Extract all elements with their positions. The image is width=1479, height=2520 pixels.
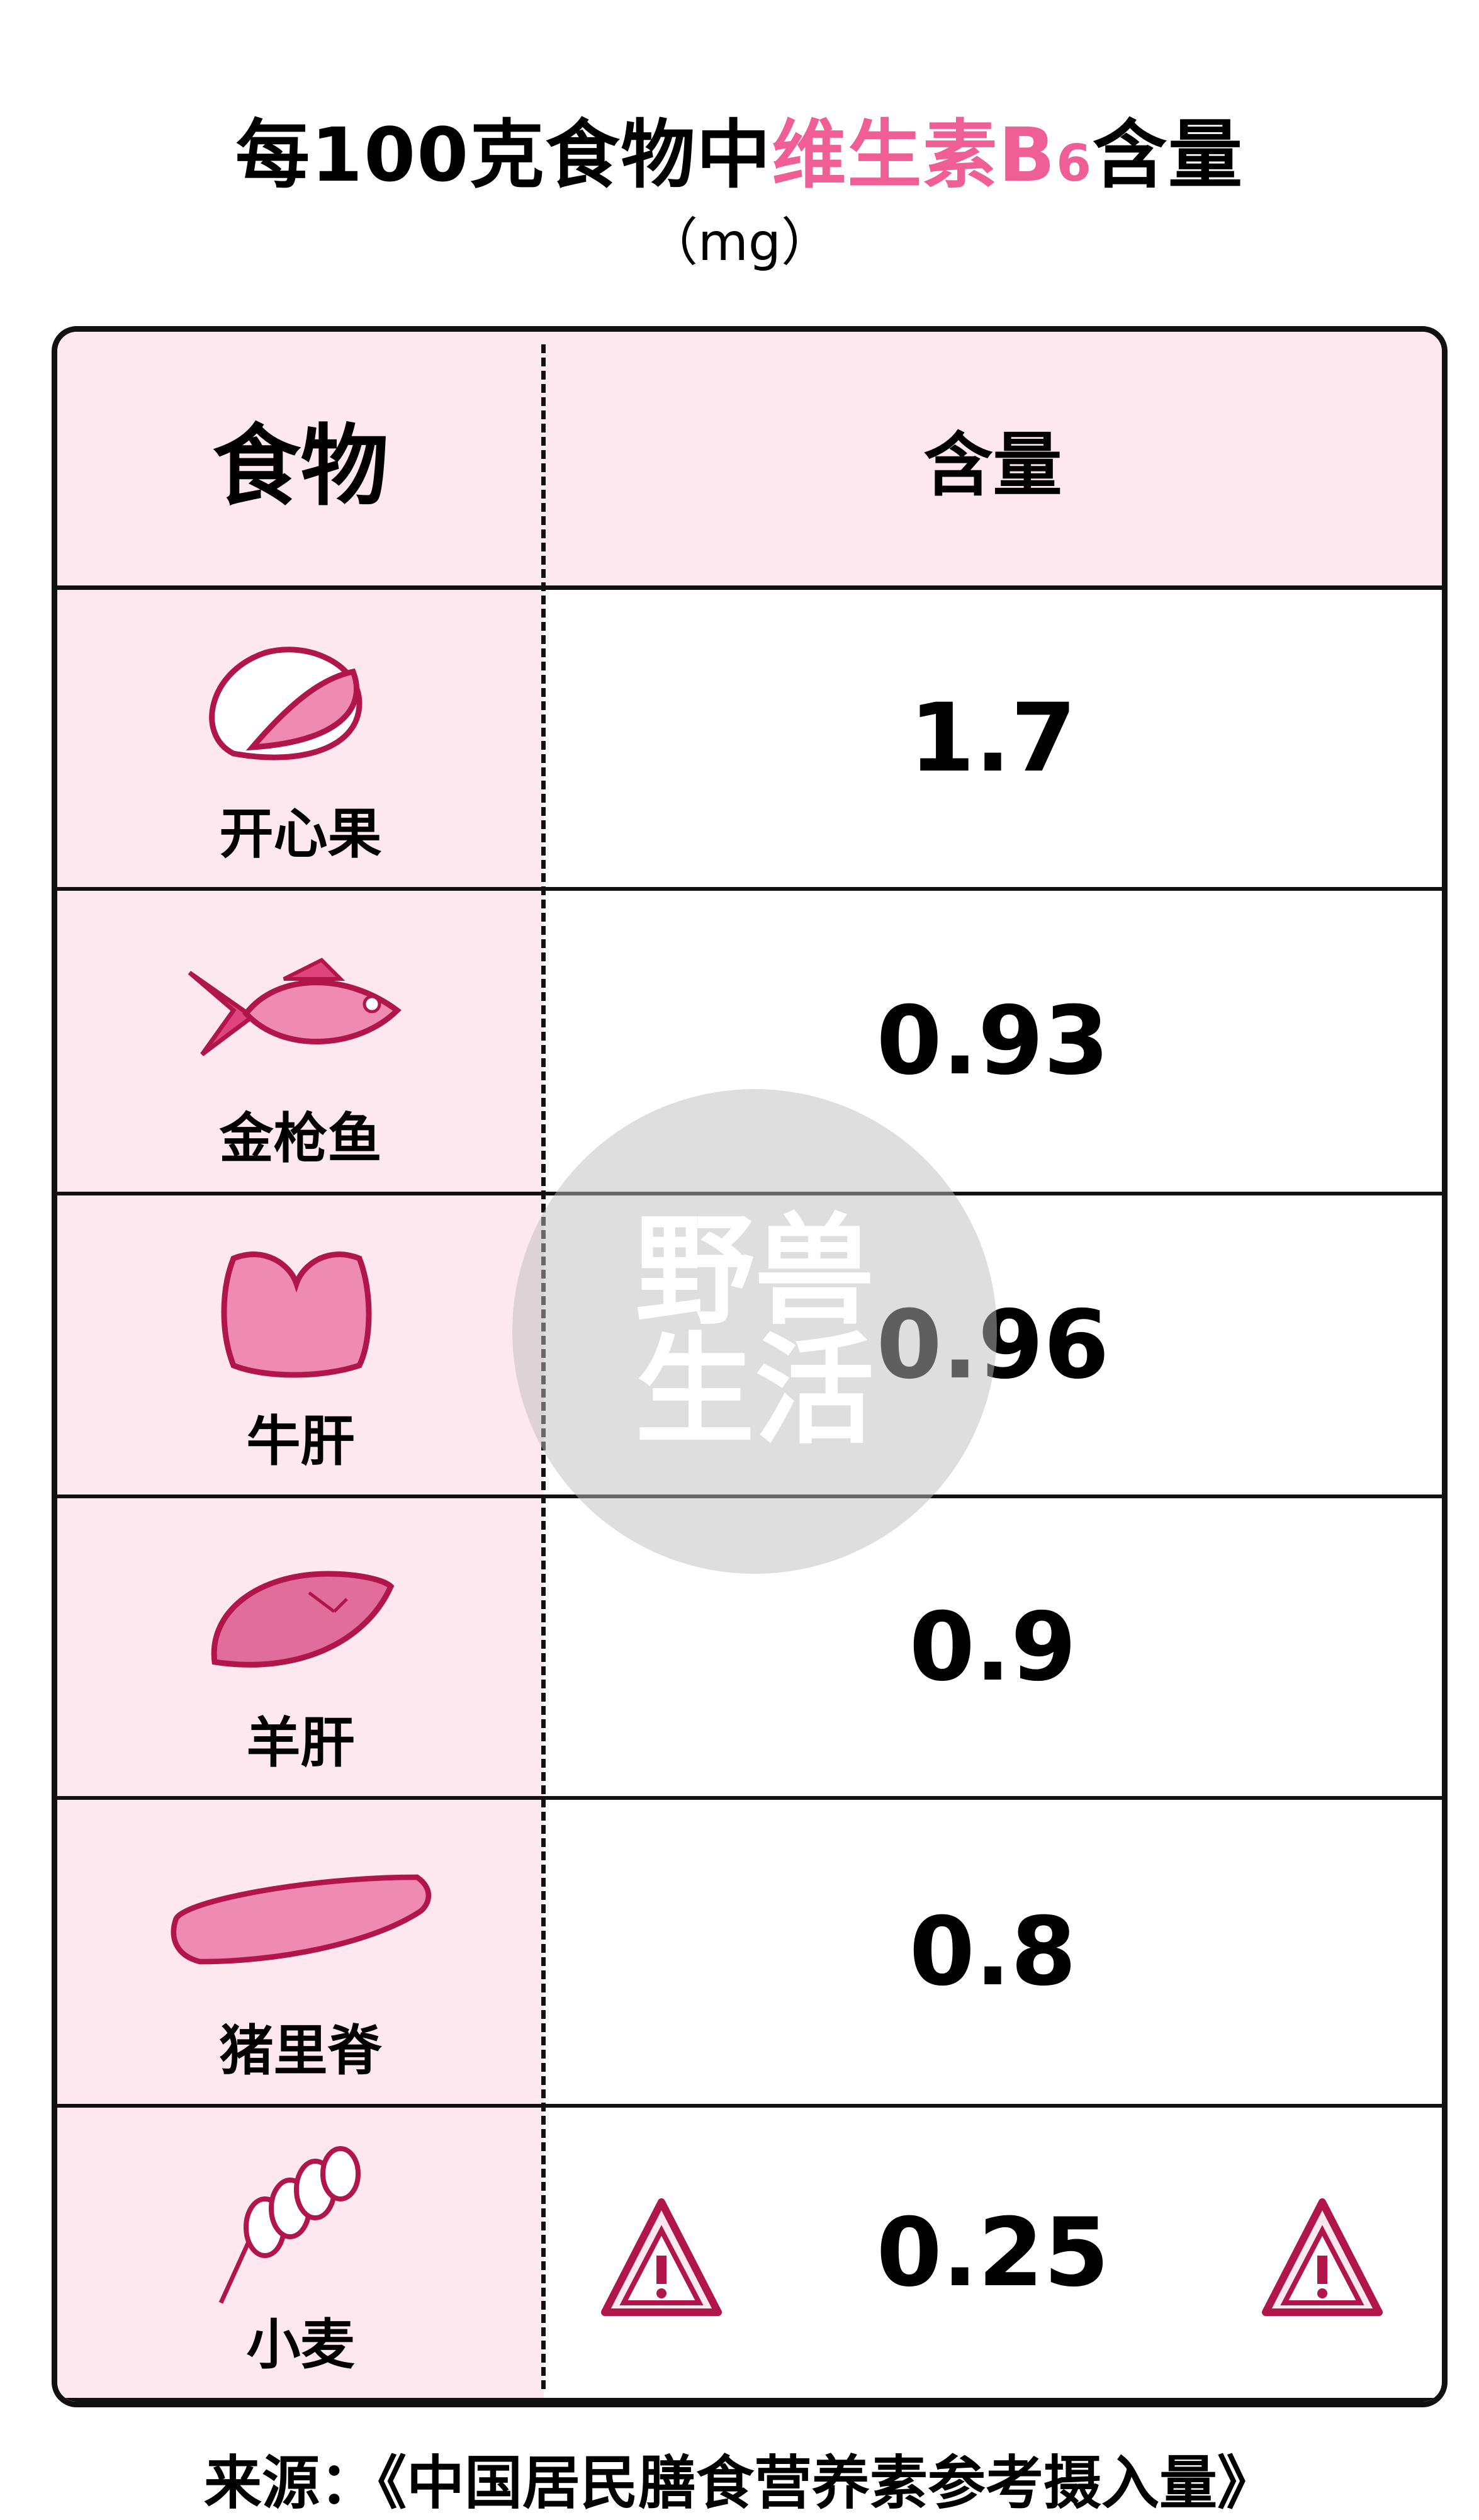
table-header: 食物 含量 <box>57 332 1442 590</box>
amount-value: 1.7 <box>909 684 1077 793</box>
food-label: 开心果 <box>219 803 382 866</box>
watermark-line: 生活 <box>634 1321 874 1461</box>
pork-tenderloin-icon <box>171 1874 431 1965</box>
header-amount: 含量 <box>923 424 1062 506</box>
title-highlight: 维生素B <box>772 111 1057 198</box>
lamb-liver-icon <box>211 1571 395 1668</box>
title-suffix: 含量 <box>1092 111 1244 198</box>
title-subscript: 6 <box>1056 134 1093 193</box>
tuna-fish-icon <box>188 958 402 1056</box>
table-row: 羊肝 0.9 <box>57 1498 1442 1800</box>
food-label: 金枪鱼 <box>219 1107 382 1170</box>
food-label: 牛肝 <box>246 1410 355 1473</box>
amount-value: 0.9 <box>909 1592 1077 1702</box>
amount-value: 0.8 <box>909 1897 1077 2007</box>
food-label: 小麦 <box>246 2314 355 2376</box>
header-food: 食物 <box>212 415 389 518</box>
wheat-icon <box>218 2146 361 2304</box>
table-row: 小麦 0.25 <box>57 2108 1442 2402</box>
table-row: 金枪鱼 0.93 <box>57 891 1442 1195</box>
food-label: 羊肝 <box>246 1712 355 1775</box>
warning-triangle-icon <box>601 2198 722 2316</box>
amount-value: 0.25 <box>876 2198 1110 2308</box>
watermark-logo: 野兽 生活 <box>512 1089 997 1574</box>
source-footer: 来源：《中国居民膳食营养素参考摄入量》 <box>203 2449 1275 2517</box>
table-row: 开心果 1.7 <box>57 590 1442 891</box>
beef-liver-icon <box>221 1252 372 1378</box>
table-row: 猪里脊 0.8 <box>57 1800 1442 2108</box>
warning-triangle-icon <box>1262 2198 1383 2316</box>
amount-value: 0.93 <box>876 986 1110 1096</box>
pistachio-icon <box>209 647 363 760</box>
page-title: 每100克食物中维生素B6含量 <box>0 94 1479 202</box>
vitamin-b6-table: 食物 含量 开心果 1.7 金枪鱼 0.93 牛肝 0.96 羊肝 0.9 <box>52 326 1448 2407</box>
food-label: 猪里脊 <box>219 2020 382 2082</box>
watermark-line: 野兽 <box>634 1202 874 1341</box>
unit-label: （mg） <box>646 213 833 273</box>
title-prefix: 每100克食物中 <box>235 111 772 198</box>
